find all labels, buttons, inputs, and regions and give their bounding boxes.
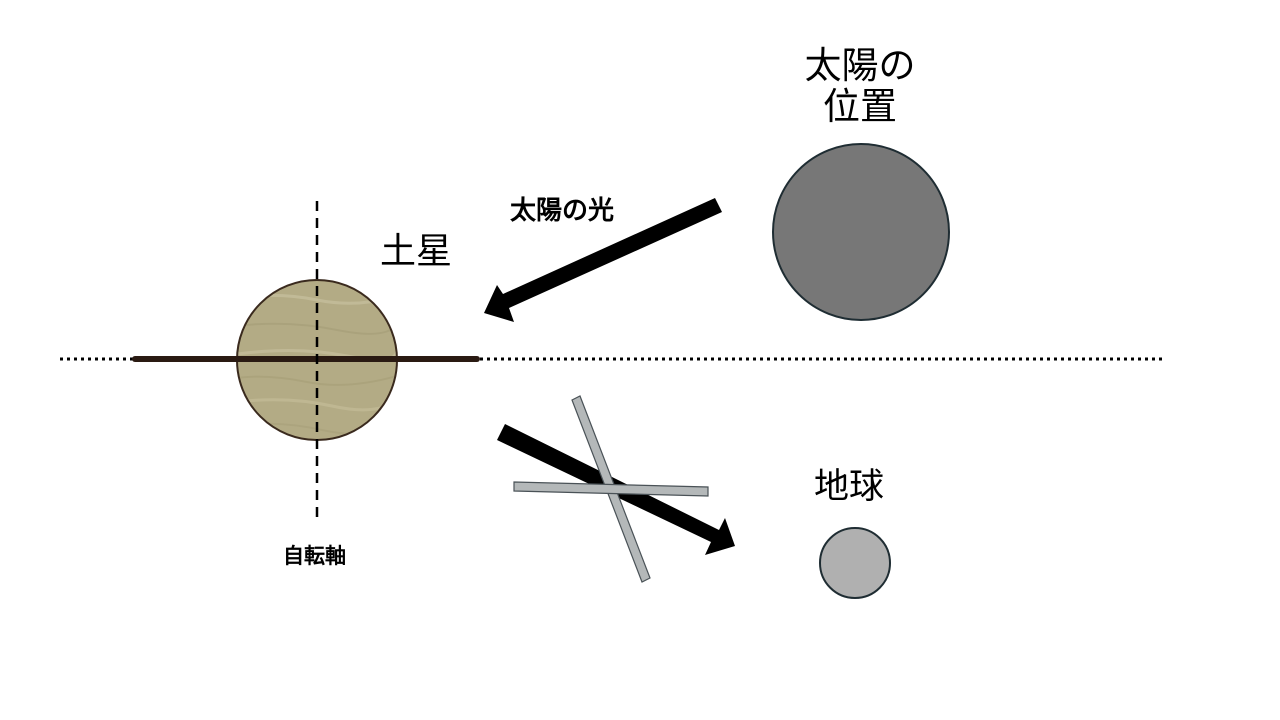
sun-circle <box>772 143 950 321</box>
earth-circle <box>819 527 891 599</box>
earth-label: 地球 <box>814 467 885 507</box>
sunlight-arrow <box>484 198 722 322</box>
saturn-label: 土星 <box>380 231 453 272</box>
sun-position-label-line1: 太陽の <box>804 44 916 87</box>
sunlight-label: 太陽の光 <box>510 196 615 226</box>
cross-mark-icon <box>513 395 709 583</box>
sun-position-label-line2: 位置 <box>823 84 897 128</box>
rotation-axis-label: 自転軸 <box>283 544 346 568</box>
sun-position-label: 太陽の 位置 <box>790 44 930 128</box>
